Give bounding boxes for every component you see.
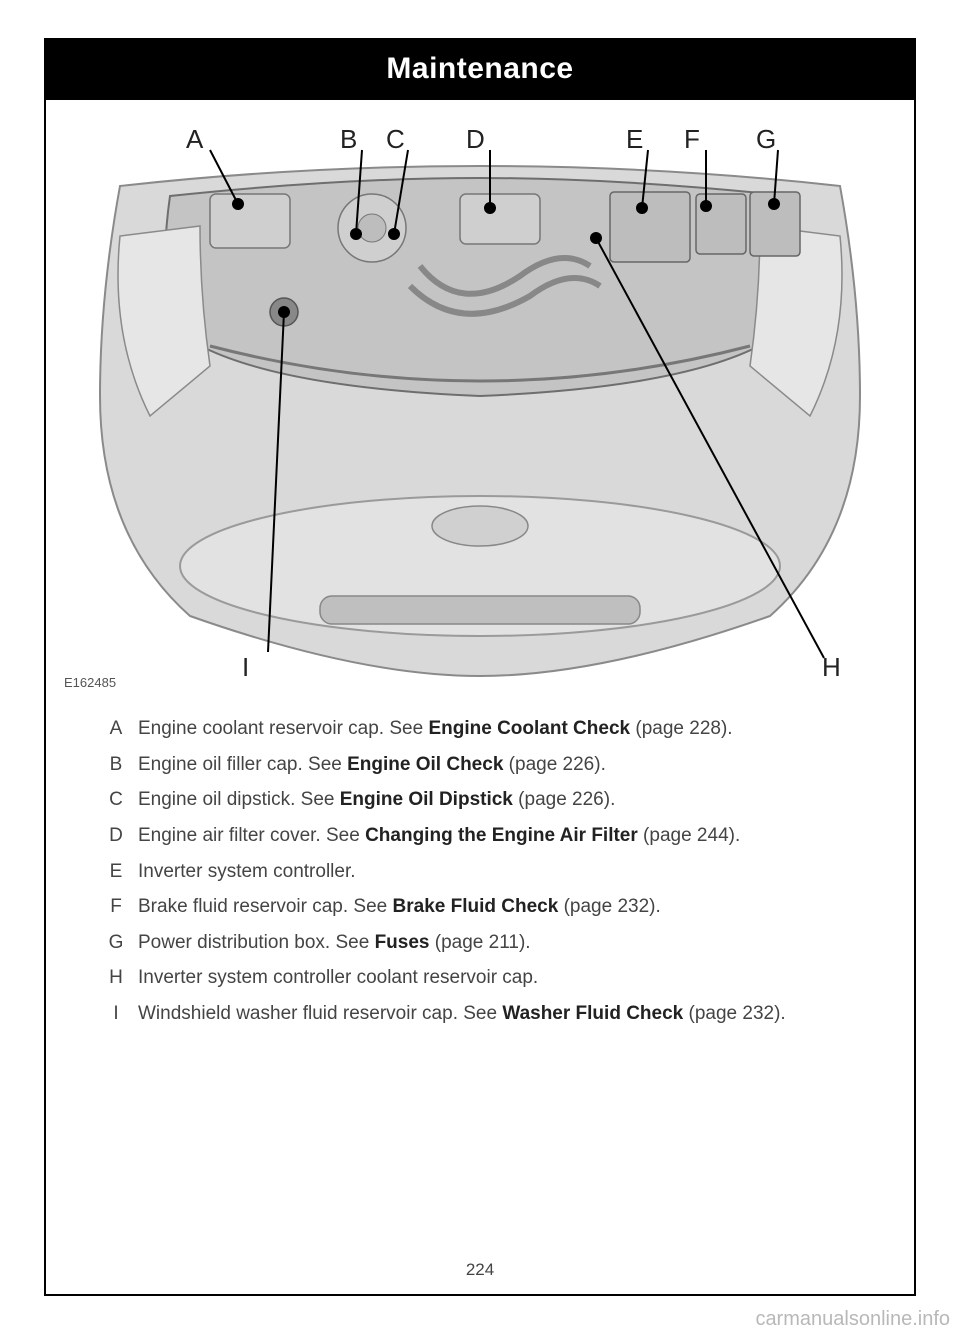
legend-text-pre: Brake fluid reservoir cap. See [138,896,393,917]
title-bar: Maintenance [46,40,914,100]
legend-text-pre: Engine air filter cover. See [138,825,365,846]
legend-text-pre: Inverter system controller coolant reser… [138,967,538,988]
legend-letter: I [94,1001,138,1027]
legend-text-bold: Engine Oil Dipstick [340,789,513,810]
legend-text-pre: Engine oil filler cap. See [138,754,347,775]
legend-row: CEngine oil dipstick. See Engine Oil Dip… [94,787,866,813]
engine-diagram-svg [60,116,900,696]
legend-text: Brake fluid reservoir cap. See Brake Flu… [138,894,866,920]
legend-text: Windshield washer fluid reservoir cap. S… [138,1001,866,1027]
legend-row: HInverter system controller coolant rese… [94,965,866,991]
legend-text-post: (page 244). [638,825,740,846]
legend-text-pre: Engine coolant reservoir cap. See [138,718,428,739]
diagram-label-G: G [756,124,776,155]
legend-letter: F [94,894,138,920]
legend-text-pre: Power distribution box. See [138,932,375,953]
page-number: 224 [46,1260,914,1280]
legend-letter: G [94,930,138,956]
legend-row: FBrake fluid reservoir cap. See Brake Fl… [94,894,866,920]
legend-text: Power distribution box. See Fuses (page … [138,930,866,956]
legend-text-post: (page 232). [683,1003,785,1024]
diagram-label-D: D [466,124,485,155]
legend-text-bold: Engine Oil Check [347,754,503,775]
legend-text-pre: Windshield washer fluid reservoir cap. S… [138,1003,502,1024]
engine-diagram: A BC D E F G H I E162485 [46,116,914,696]
legend-text-post: (page 211). [430,932,531,953]
legend-row: IWindshield washer fluid reservoir cap. … [94,1001,866,1027]
legend-row: BEngine oil filler cap. See Engine Oil C… [94,752,866,778]
diagram-label-C: C [386,124,405,155]
page-title: Maintenance [46,52,914,86]
legend-text-bold: Changing the Engine Air Filter [365,825,638,846]
legend-text-post: (page 226). [513,789,615,810]
legend-row: DEngine air filter cover. See Changing t… [94,823,866,849]
legend-letter: D [94,823,138,849]
diagram-code: E162485 [64,675,116,690]
diagram-label-F: F [684,124,700,155]
legend-letter: E [94,859,138,885]
legend-text: Engine oil dipstick. See Engine Oil Dips… [138,787,866,813]
diagram-label-I: I [242,652,249,683]
legend-list: AEngine coolant reservoir cap. See Engin… [94,716,866,1027]
legend-text-pre: Inverter system controller. [138,861,356,882]
legend-row: EInverter system controller. [94,859,866,885]
diagram-label-B: B [340,124,357,155]
legend-text-bold: Fuses [375,932,430,953]
legend-text: Engine oil filler cap. See Engine Oil Ch… [138,752,866,778]
legend-text-pre: Engine oil dipstick. See [138,789,340,810]
legend-letter: C [94,787,138,813]
legend-text-bold: Brake Fluid Check [393,896,559,917]
legend-letter: B [94,752,138,778]
legend-letter: H [94,965,138,991]
legend-text: Engine coolant reservoir cap. See Engine… [138,716,866,742]
page-frame: Maintenance [44,38,916,1296]
legend-letter: A [94,716,138,742]
legend-text-post: (page 232). [558,896,660,917]
legend-text: Inverter system controller. [138,859,866,885]
legend-text-bold: Engine Coolant Check [428,718,630,739]
legend-row: GPower distribution box. See Fuses (page… [94,930,866,956]
legend-text: Inverter system controller coolant reser… [138,965,866,991]
diagram-label-E: E [626,124,643,155]
legend-text-post: (page 228). [630,718,732,739]
diagram-label-A: A [186,124,203,155]
watermark: carmanualsonline.info [755,1308,950,1331]
legend-text-bold: Washer Fluid Check [502,1003,683,1024]
legend-row: AEngine coolant reservoir cap. See Engin… [94,716,866,742]
legend-text: Engine air filter cover. See Changing th… [138,823,866,849]
legend-text-post: (page 226). [503,754,605,775]
diagram-label-H: H [822,652,841,683]
